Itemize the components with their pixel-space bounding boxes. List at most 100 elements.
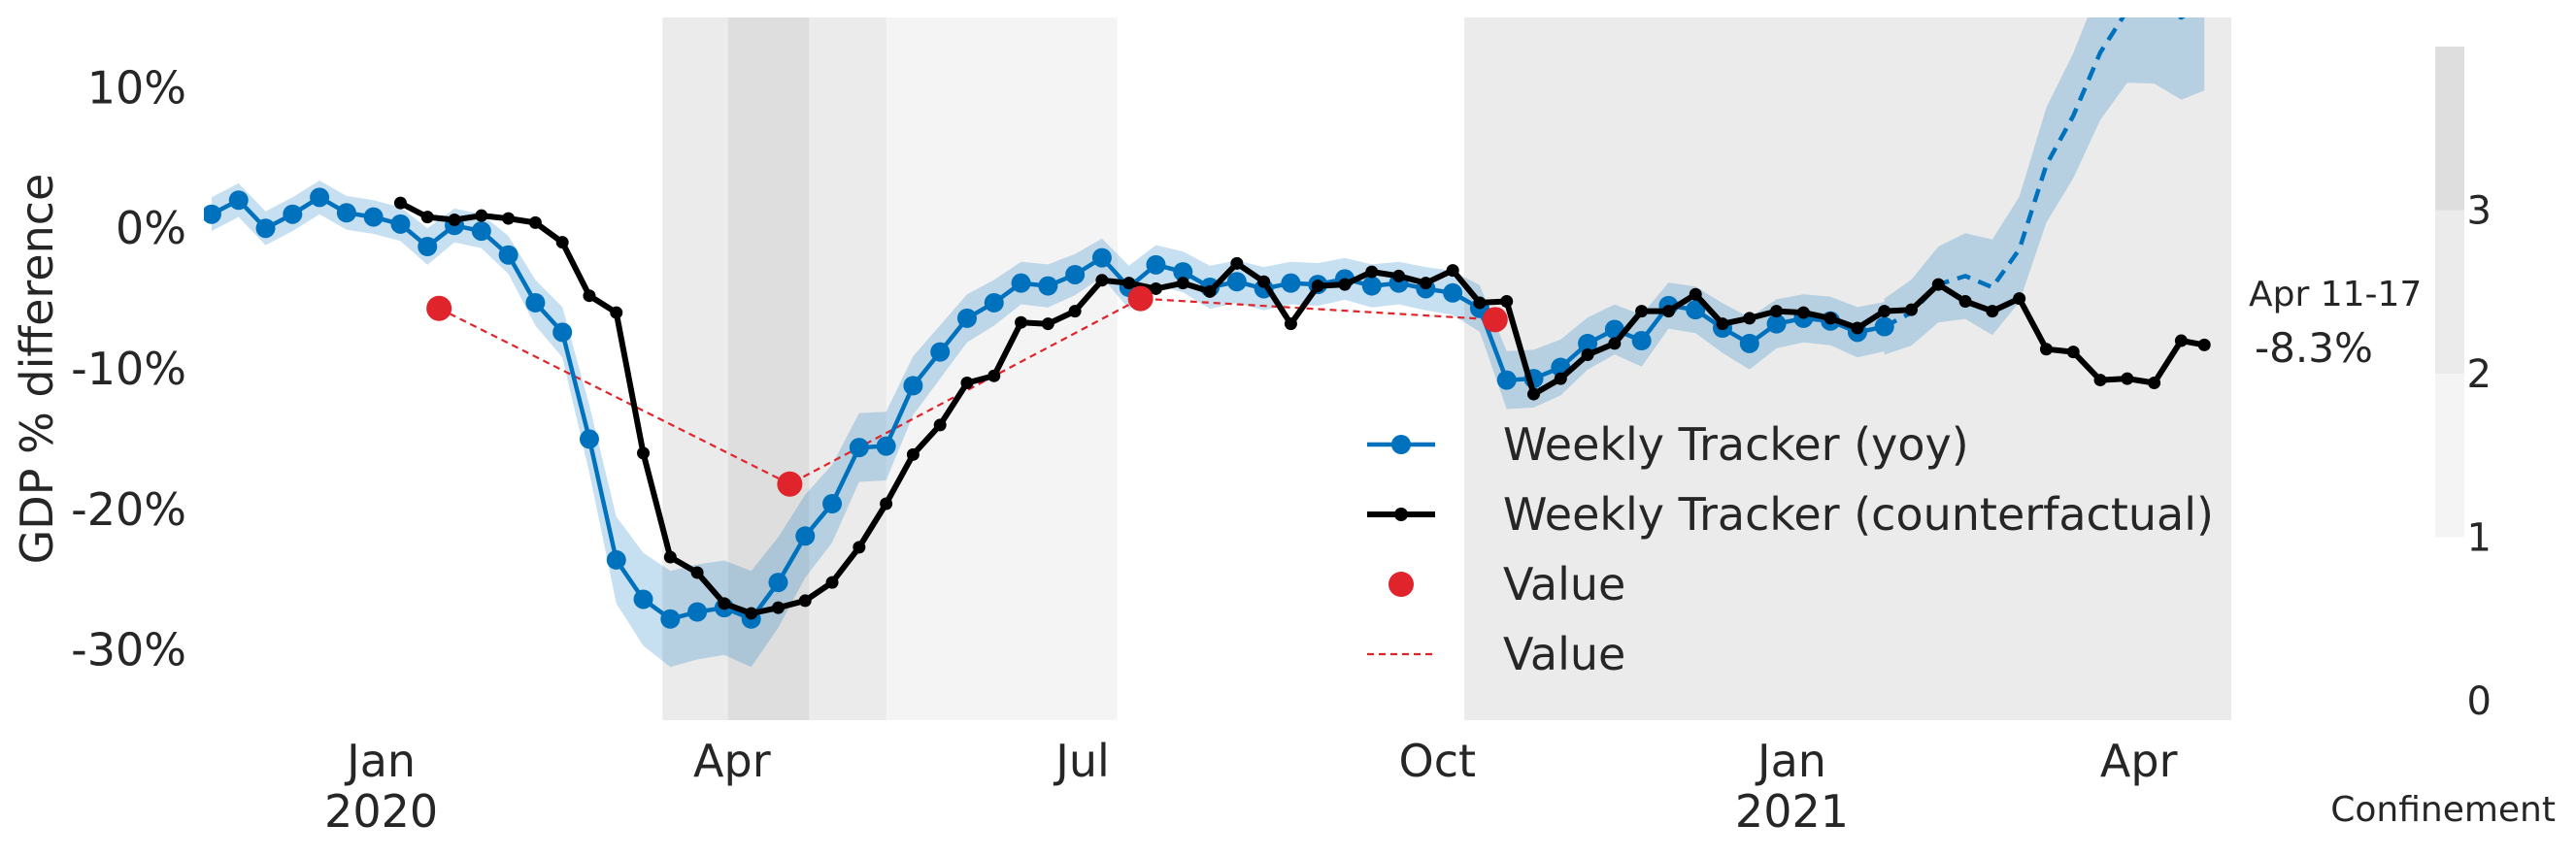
counterfactual-point-54 (1823, 312, 1837, 325)
colorbar-tick-3: 3 (2467, 189, 2492, 234)
x-tick-label-line-1: Apr (2100, 735, 2178, 787)
x-tick-label-line-2: 2021 (1735, 785, 1849, 838)
counterfactual-point-45 (1581, 348, 1594, 362)
counterfactual-point-64 (2093, 374, 2107, 387)
counterfactual-point-38 (1392, 269, 1406, 282)
counterfactual-point-46 (1608, 337, 1622, 350)
markers-layer (426, 285, 1508, 497)
counterfactual-point-56 (1878, 305, 1891, 318)
counterfactual-point-18 (853, 541, 866, 554)
y-tick-label-5: -30% (71, 624, 186, 676)
counterfactual-point-53 (1796, 306, 1810, 319)
counterfactual-point-26 (1068, 305, 1082, 318)
y-tick-label-2: 0% (116, 202, 186, 254)
yoy-point-49 (1496, 370, 1517, 390)
counterfactual-point-62 (2039, 343, 2053, 356)
counterfactual-point-2 (420, 211, 434, 224)
yoy-point-32 (1038, 276, 1058, 296)
legend-marker-2 (1394, 508, 1408, 521)
counterfactual-point-34 (1284, 317, 1297, 331)
counterfactual-point-66 (2148, 376, 2161, 389)
counterfactual-point-36 (1338, 278, 1352, 291)
counterfactual-point-63 (2066, 346, 2080, 359)
legend-label-1: Weekly Tracker (yoy) (1503, 418, 1969, 471)
annotation: Apr 11-17 -8.3% (2249, 275, 2422, 372)
counterfactual-point-16 (798, 594, 812, 608)
counterfactual-point-3 (448, 214, 461, 227)
counterfactual-point-61 (2013, 292, 2026, 306)
colorbar-segment-3 (2435, 47, 2464, 211)
counterfactual-point-7 (555, 236, 569, 249)
yoy-point-5 (310, 187, 330, 208)
yoy-point-28 (930, 342, 951, 362)
counterfactual-point-13 (718, 597, 731, 610)
counterfactual-point-10 (637, 446, 651, 460)
yoy-point-25 (849, 438, 869, 458)
yoy-point-41 (1281, 273, 1301, 293)
x-tick-label-1: Jan 2020 (324, 735, 438, 838)
legend-marker-3 (1388, 572, 1414, 597)
counterfactual-point-60 (1986, 305, 1999, 318)
counterfactual-point-68 (2197, 338, 2211, 351)
yoy-point-15 (579, 429, 599, 449)
y-tick-label-1: 10% (87, 61, 186, 114)
counterfactual-point-31 (1203, 284, 1217, 298)
counterfactual-point-25 (1041, 317, 1054, 331)
counterfactual-point-6 (528, 215, 542, 229)
legend-label-2: Weekly Tracker (counterfactual) (1503, 488, 2214, 541)
confinement-shading (662, 17, 2231, 720)
counterfactual-point-51 (1743, 312, 1756, 325)
counterfactual-point-8 (583, 289, 596, 303)
series-layer (204, 17, 2211, 629)
counterfactual-point-57 (1905, 303, 1919, 316)
counterfactual-point-15 (771, 601, 785, 614)
counterfactual-point-11 (663, 550, 677, 564)
legend: Weekly Tracker (yoy) Weekly Tracker (coun… (1367, 418, 2214, 680)
x-tick-label-6: Apr (2100, 735, 2178, 787)
yoy-point-29 (956, 308, 977, 328)
yoy-point-3 (255, 218, 276, 239)
colorbar-segment-1 (2435, 374, 2464, 538)
counterfactual-point-5 (502, 212, 516, 225)
yoy-point-63 (1874, 316, 1894, 337)
yoy-point-17 (633, 589, 653, 610)
yoy-point-26 (876, 436, 896, 456)
counterfactual-point-28 (1122, 277, 1136, 290)
yoy-point-24 (822, 494, 843, 514)
counterfactual-point-58 (1931, 278, 1945, 291)
x-tick-label-line-1: Apr (693, 735, 771, 787)
counterfactual-point-27 (1095, 274, 1109, 287)
counterfactual-point-42 (1500, 294, 1514, 308)
counterfactual-point-20 (906, 447, 920, 461)
confinement-region-5 (1464, 17, 2231, 720)
yoy-point-59 (1766, 313, 1787, 334)
counterfactual-point-17 (825, 576, 839, 589)
yoy-point-39 (1226, 272, 1247, 292)
yoy-point-34 (1091, 247, 1112, 268)
counterfactual-point-22 (960, 376, 974, 389)
counterfactual-point-14 (745, 607, 758, 620)
counterfactual-point-59 (1958, 294, 1972, 308)
counterfactual-point-21 (933, 418, 947, 432)
counterfactual-point-37 (1365, 265, 1379, 279)
y-tick-label-3: -10% (71, 343, 186, 395)
yoy-point-22 (768, 573, 788, 593)
colorbar-tick-2: 2 (2467, 352, 2492, 397)
x-tick-label-3: Jul (1053, 735, 1110, 787)
counterfactual-point-67 (2174, 334, 2188, 347)
counterfactual-point-50 (1716, 317, 1729, 331)
yoy-point-54 (1631, 331, 1652, 351)
x-tick-label-5: Jan 2021 (1735, 735, 1849, 838)
y-tick-label-4: -20% (71, 483, 186, 536)
yoy-point-56 (1686, 300, 1706, 320)
value-point-4 (1482, 307, 1508, 333)
counterfactual-point-19 (880, 497, 893, 511)
yoy-point-2 (228, 190, 249, 211)
yoy-point-16 (606, 549, 626, 570)
x-tick-label-2: Apr (693, 735, 771, 787)
counterfactual-point-33 (1257, 275, 1271, 288)
yoy-point-19 (687, 602, 708, 622)
counterfactual-point-41 (1473, 296, 1487, 310)
colorbar-segment-2 (2435, 210, 2464, 374)
